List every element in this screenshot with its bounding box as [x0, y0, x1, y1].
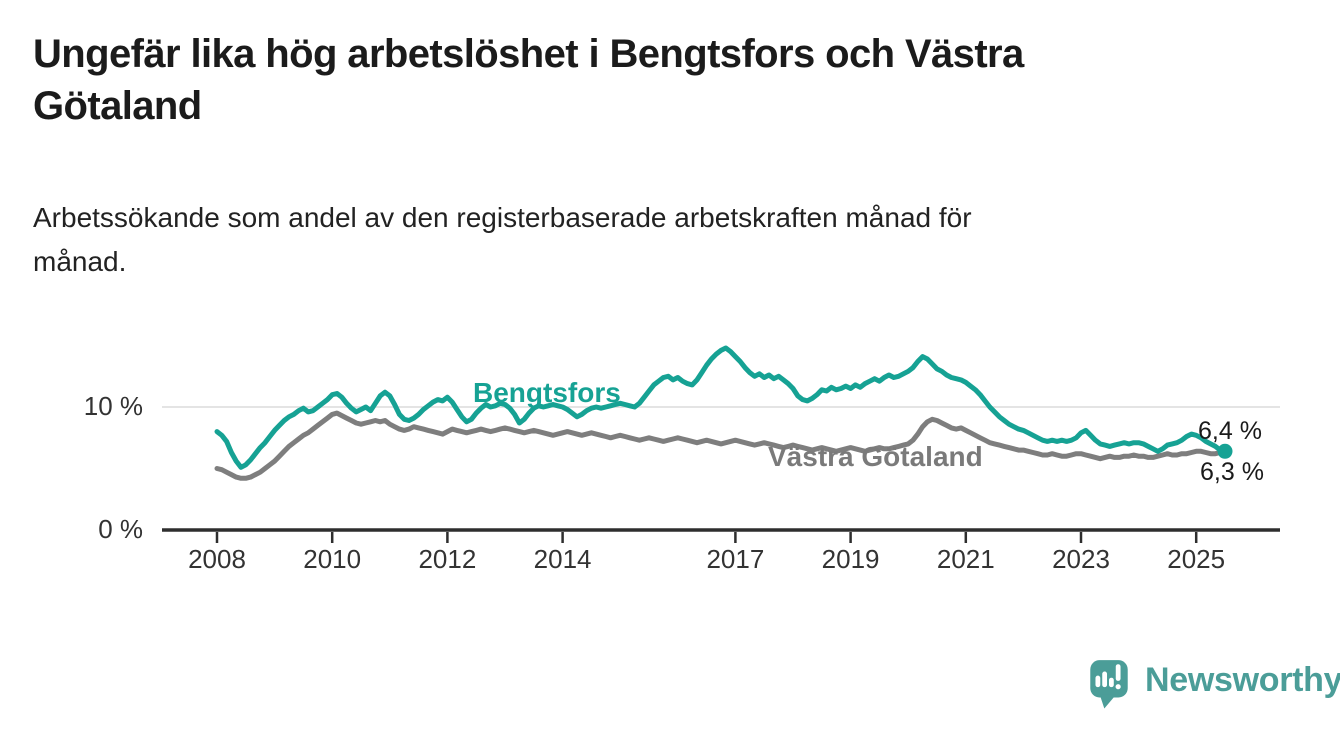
- x-tick-label: 2019: [821, 544, 880, 574]
- x-tick-label: 2008: [188, 544, 246, 574]
- series-label-bengtsfors: Bengtsfors: [473, 377, 621, 408]
- newsworthy-logo: Newsworthy: [1088, 658, 1340, 710]
- end-value-label-vastra-gotaland: 6,3 %: [1200, 458, 1264, 486]
- chart-title: Ungefär lika hög arbetslöshet i Bengtsfo…: [33, 32, 1024, 128]
- series-end-dot: [1217, 443, 1233, 459]
- series-label-vastra-gotaland: Västra Götaland: [768, 441, 983, 472]
- x-tick-label: 2012: [418, 544, 477, 574]
- newsworthy-logo-text: Newsworthy: [1145, 661, 1340, 699]
- newsworthy-logo-icon: [1090, 660, 1128, 709]
- chart-subtitle: Arbetssökande som andel av den registerb…: [33, 202, 972, 277]
- x-tick-label: 2025: [1167, 544, 1226, 574]
- x-tick-label: 2021: [936, 544, 995, 574]
- end-value-label-bengtsfors: 6,4 %: [1198, 417, 1262, 445]
- y-tick-label: 10 %: [83, 391, 143, 421]
- x-tick-label: 2010: [303, 544, 362, 574]
- series-line-bengtsfors: [214, 345, 1228, 470]
- x-tick-label: 2017: [706, 544, 765, 574]
- series-line-v-stra-g-taland: [214, 410, 1228, 481]
- y-tick-label: 0 %: [98, 514, 143, 544]
- x-tick-label: 2014: [533, 544, 592, 574]
- x-tick-label: 2023: [1052, 544, 1110, 574]
